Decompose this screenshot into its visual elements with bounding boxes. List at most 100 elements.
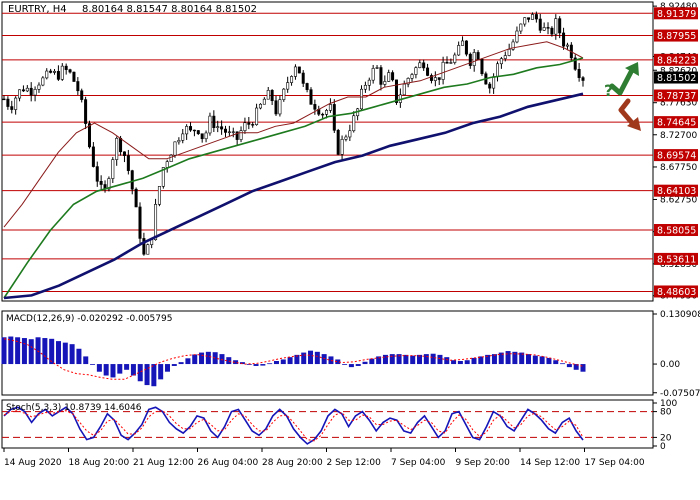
- macd-bar: [560, 363, 566, 365]
- candle-body: [410, 74, 414, 79]
- candle-body: [208, 115, 212, 134]
- candle-body: [119, 137, 123, 153]
- macd-scale-tick-label: 0.00: [660, 360, 680, 370]
- candle-body: [523, 17, 527, 25]
- stoch-k-line: [3, 406, 584, 445]
- macd-bar: [246, 364, 252, 365]
- candle-body: [72, 71, 76, 82]
- macd-bar: [144, 364, 150, 386]
- price-level-label: 8.87955: [657, 31, 696, 42]
- macd-bar: [280, 359, 286, 365]
- price-level-badge: [654, 252, 698, 265]
- candle-body: [336, 130, 340, 155]
- macd-bar: [410, 355, 416, 365]
- price-level-label: 8.53611: [657, 254, 696, 265]
- stoch-scale-tick-label: 80: [660, 408, 672, 418]
- price-level-badge: [654, 116, 698, 129]
- macd-bar: [158, 364, 164, 380]
- candle-body: [177, 140, 181, 143]
- price-scale-tick-label: 8.72700: [660, 131, 697, 141]
- candle-body: [76, 81, 80, 92]
- price-level-label: 8.84223: [657, 55, 696, 66]
- price-level-label: 8.69574: [657, 151, 696, 162]
- macd-bar: [171, 364, 177, 366]
- macd-bar: [253, 364, 259, 366]
- macd-bar: [526, 354, 532, 365]
- candle-body: [266, 90, 270, 100]
- macd-bar: [8, 336, 14, 365]
- current-price-label: 8.81502: [657, 73, 696, 84]
- candle-body: [325, 110, 329, 115]
- macd-bar: [130, 364, 136, 376]
- candle-body: [14, 97, 18, 110]
- candle-body: [379, 67, 383, 85]
- macd-bar: [498, 352, 504, 365]
- macd-bar: [83, 356, 89, 365]
- price-level-label: 8.74645: [657, 118, 696, 129]
- level-labels: 8.91379 8.87955 8.84223 8.78737 8.74645 8.695…: [654, 7, 698, 298]
- candle-body: [554, 18, 558, 35]
- candle-body: [239, 130, 243, 140]
- candle-body: [10, 106, 14, 110]
- chart-header-ohlc: 8.80164 8.81547 8.80164 8.81502: [82, 4, 257, 15]
- candle-body: [204, 132, 208, 140]
- candle-body: [394, 79, 398, 103]
- candle-body: [29, 87, 33, 96]
- candle-body: [115, 137, 119, 160]
- candle-body: [21, 89, 25, 92]
- price-scale-tick-label: 8.67750: [660, 163, 697, 173]
- candle-body: [274, 100, 278, 115]
- candle-body: [496, 63, 500, 77]
- candle-body: [223, 128, 227, 133]
- macd-bar: [239, 362, 245, 365]
- price-level-label: 8.64103: [657, 186, 696, 197]
- candle-body: [258, 103, 262, 109]
- time-axis-tick-label: 2 Sep 12:00: [327, 458, 382, 468]
- candle-body: [340, 139, 344, 155]
- price-level-badge: [654, 29, 698, 42]
- macd-signal-line: [3, 338, 584, 380]
- price-level-badge: [654, 224, 698, 237]
- price-level-badge: [654, 53, 698, 66]
- price-level-badge: [654, 285, 698, 298]
- candle-body: [64, 65, 68, 70]
- candle-body: [251, 124, 255, 126]
- candle-body: [107, 178, 111, 190]
- forecast-up-arrow-icon: [609, 62, 639, 96]
- macd-bar: [49, 338, 55, 365]
- candle-body: [84, 99, 88, 124]
- macd-bar: [1, 337, 7, 365]
- candle-body: [235, 131, 239, 140]
- candle-body: [321, 113, 325, 116]
- macd-scale: 0.130908 0.00 -0.075072: [653, 310, 700, 399]
- candle-body: [437, 77, 441, 80]
- candle-body: [457, 45, 461, 56]
- candle-body: [499, 58, 503, 65]
- macd-bar: [417, 354, 423, 365]
- macd-bar: [396, 354, 402, 365]
- candle-body: [360, 88, 364, 110]
- candle-body: [111, 159, 115, 179]
- price-level-badge: [654, 149, 698, 162]
- macd-bar: [96, 364, 102, 372]
- candle-body: [189, 126, 193, 131]
- candle-body: [426, 67, 430, 76]
- candle-body: [387, 72, 391, 82]
- candle-body: [49, 70, 53, 73]
- candle-body: [99, 180, 103, 185]
- candle-body: [173, 141, 177, 156]
- candle-body: [301, 72, 305, 84]
- time-axis-tick-label: 21 Aug 12:00: [133, 458, 194, 468]
- candle-body: [492, 76, 496, 89]
- candle-body: [255, 107, 259, 126]
- time-axis-tick-label: 9 Sep 20:00: [456, 458, 511, 468]
- macd-bar: [233, 360, 239, 365]
- candle-body: [290, 76, 294, 83]
- forecast-question-mark: ?: [604, 81, 613, 100]
- time-axis: 14 Aug 2020 18 Aug 20:00 21 Aug 12:00 26 Au…: [3, 448, 645, 468]
- candle-body: [503, 55, 507, 59]
- candle-body: [212, 115, 216, 129]
- stoch-d-line: [3, 410, 584, 442]
- candle-body: [538, 18, 542, 31]
- macd-bar: [485, 354, 491, 365]
